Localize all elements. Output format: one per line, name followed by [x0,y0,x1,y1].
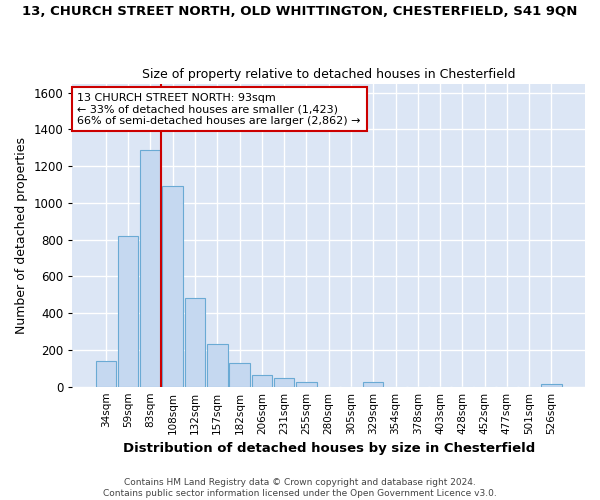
Bar [363,382,383,386]
Bar [541,384,562,386]
Bar [296,382,317,386]
Bar [274,378,295,386]
Title: Size of property relative to detached houses in Chesterfield: Size of property relative to detached ho… [142,68,515,81]
Text: 13, CHURCH STREET NORTH, OLD WHITTINGTON, CHESTERFIELD, S41 9QN: 13, CHURCH STREET NORTH, OLD WHITTINGTON… [22,5,578,18]
Y-axis label: Number of detached properties: Number of detached properties [15,136,28,334]
Bar [118,236,139,386]
Text: 13 CHURCH STREET NORTH: 93sqm
← 33% of detached houses are smaller (1,423)
66% o: 13 CHURCH STREET NORTH: 93sqm ← 33% of d… [77,92,361,126]
Text: Contains HM Land Registry data © Crown copyright and database right 2024.
Contai: Contains HM Land Registry data © Crown c… [103,478,497,498]
Bar [95,361,116,386]
Bar [140,150,161,386]
Bar [185,298,205,386]
X-axis label: Distribution of detached houses by size in Chesterfield: Distribution of detached houses by size … [122,442,535,455]
Bar [251,374,272,386]
Bar [229,363,250,386]
Bar [163,186,183,386]
Bar [207,344,227,387]
